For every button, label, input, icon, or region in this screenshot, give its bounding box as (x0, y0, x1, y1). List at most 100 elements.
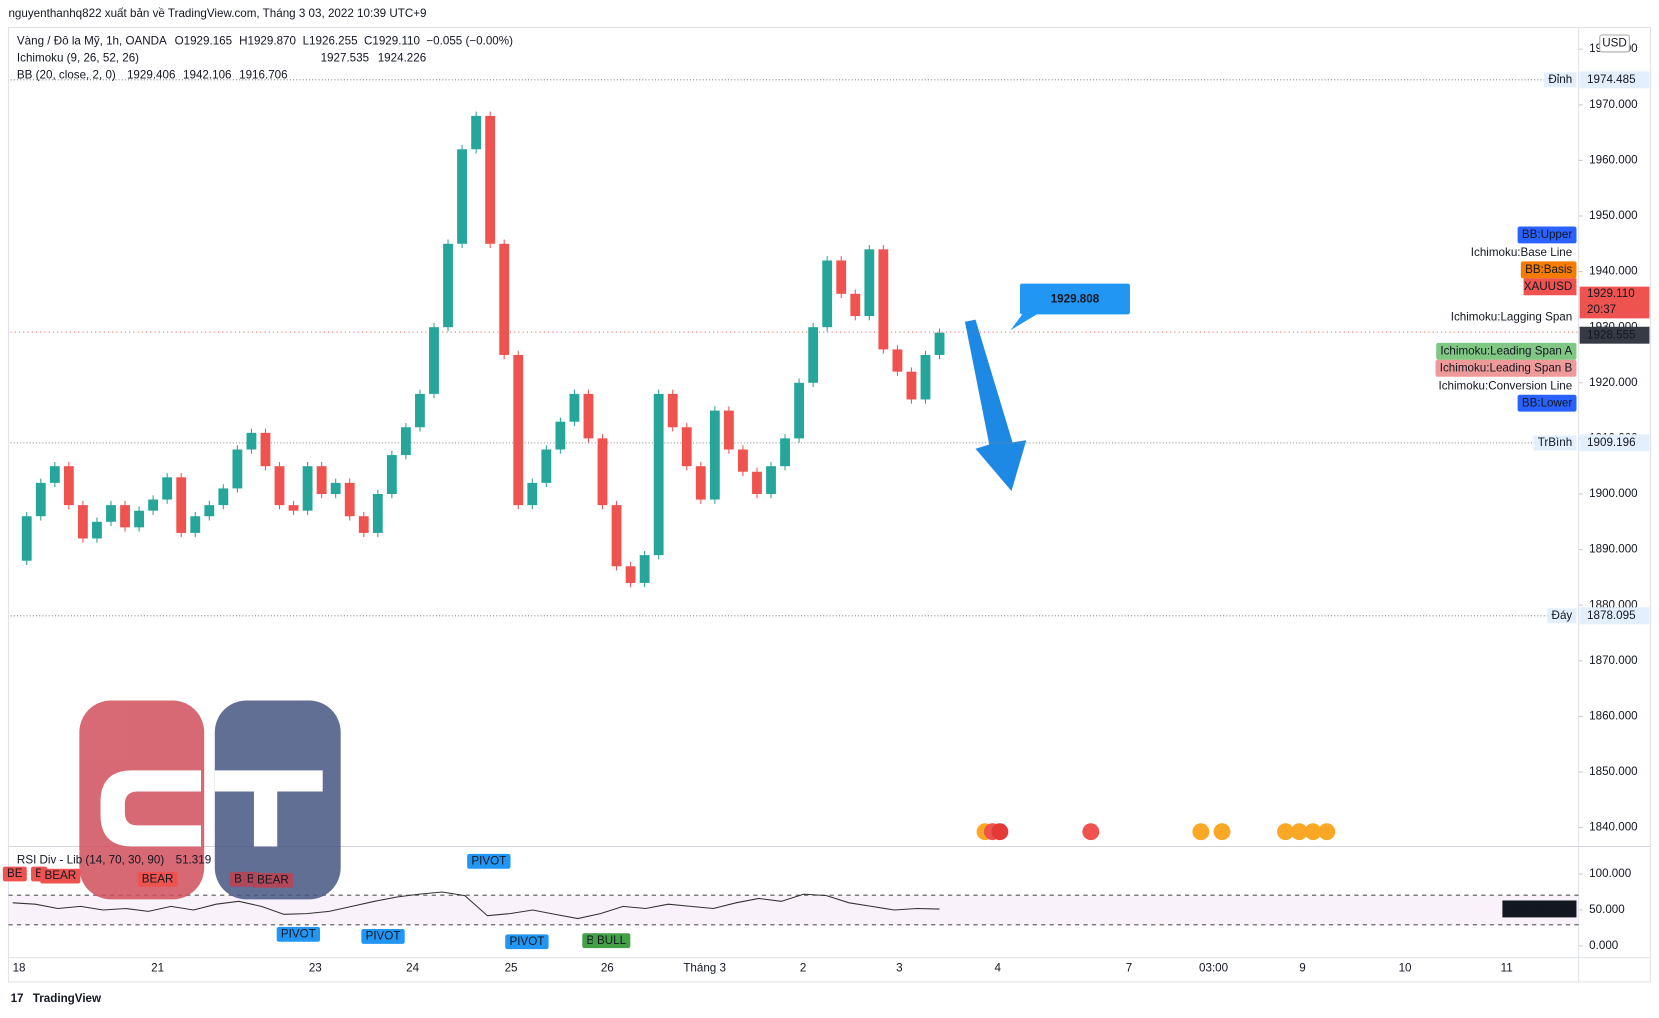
footer-logo: 17 (11, 992, 24, 1005)
candle (836, 260, 847, 294)
x-tick-label: 2 (800, 961, 806, 974)
level-name: Đáy (1552, 609, 1573, 622)
candle (695, 466, 706, 500)
rsi-tick-label: 100.000 (1589, 867, 1632, 880)
candle (723, 410, 734, 450)
countdown: 20:37 (1587, 303, 1616, 316)
x-tick-label: 26 (601, 961, 614, 974)
candle (583, 393, 594, 439)
rsi-signal: PIVOT (281, 927, 316, 940)
candle (569, 393, 580, 422)
callout-price: 1929.808 (1051, 293, 1100, 306)
rsi-name: RSI Div - Lib (14, 70, 30, 90) (17, 853, 164, 866)
series-tag-box (1436, 342, 1577, 360)
level-name-box (1544, 72, 1577, 88)
candle (822, 260, 833, 328)
candle (204, 505, 215, 517)
candle (443, 243, 453, 328)
candle (120, 505, 130, 528)
rsi-signal: PIVOT (509, 935, 544, 948)
y-tick-label: 1890.000 (1589, 543, 1638, 556)
candle (176, 477, 187, 533)
candle (134, 510, 144, 528)
last-price-box (1579, 286, 1650, 319)
candle (400, 427, 411, 456)
series-tag-box (1517, 394, 1577, 412)
level-name-box (1533, 435, 1577, 451)
series-tag: Ichimoku:Base Line (1471, 246, 1572, 259)
level-price: 1909.196 (1587, 436, 1636, 449)
candle (681, 427, 692, 467)
legend-symbol: Vàng / Đô la Mỹ, 1h, OANDA (17, 34, 167, 47)
rsi-signal: BEAR (257, 873, 289, 886)
series-tag-box (1517, 226, 1577, 244)
candle (386, 455, 397, 494)
candle (878, 249, 889, 350)
candle (850, 293, 861, 317)
series-tag: BB:Lower (1522, 396, 1573, 409)
candle (429, 327, 439, 394)
candle (288, 505, 299, 511)
rsi-band (8, 895, 1579, 925)
series-tag: Ichimoku:Lagging Span (1451, 311, 1573, 324)
candle (148, 499, 159, 511)
candle (415, 393, 425, 428)
rsi-signal: B (234, 872, 242, 885)
candle (667, 393, 678, 428)
level-price-box (1579, 434, 1650, 452)
series-tag-box (1435, 359, 1577, 377)
rsi-tag-box (1502, 900, 1577, 918)
x-tick-label: 24 (406, 961, 419, 974)
level-name: TrBình (1538, 436, 1572, 449)
candle (302, 466, 313, 511)
candle (457, 149, 467, 244)
candle (738, 449, 748, 472)
legend-bb-value: 1942.106 (183, 68, 232, 81)
candle (780, 438, 790, 467)
series-tag: BB:Basis (1525, 263, 1572, 276)
footer-brand: TradingView (33, 992, 102, 1005)
rsi-signal-box (361, 929, 405, 944)
x-tick-label: 25 (505, 961, 518, 974)
candle (513, 354, 524, 506)
candle (611, 505, 622, 567)
rsi-signal: BEAR (44, 869, 76, 882)
y-tick-label: 1920.000 (1589, 376, 1638, 389)
series-tag: Ichimoku:Leading Span A (1440, 344, 1572, 357)
legend-ohlc: O1929.165 (175, 34, 233, 47)
series-tag-box (1520, 261, 1577, 279)
y-tick-label: 1850.000 (1589, 765, 1638, 778)
rsi-signal: B (247, 872, 255, 885)
candle (541, 449, 552, 483)
candle (358, 516, 369, 533)
callout-box (1019, 283, 1130, 315)
rsi-signal-box (40, 868, 81, 884)
rsi-signal: BE (7, 867, 23, 880)
candle (274, 466, 285, 506)
series-tag: Ichimoku:Leading Span B (1440, 361, 1573, 374)
y-tick-label: 1970.000 (1589, 98, 1638, 111)
y-tick-label: 1940.000 (1589, 265, 1638, 278)
y-tick-label: 1960.000 (1589, 153, 1638, 166)
candle (316, 466, 327, 494)
rsi-line (12, 891, 940, 920)
x-tick-label: 21 (151, 961, 164, 974)
candle (752, 471, 762, 494)
candle (260, 432, 271, 467)
x-tick-label: Tháng 3 (683, 961, 726, 974)
y-tick-label: 1900.000 (1589, 487, 1638, 500)
watermark-logo (79, 700, 341, 900)
symbol-box (1523, 278, 1577, 296)
rsi-signal: PIVOT (366, 930, 401, 943)
rsi-signal-box (467, 853, 511, 869)
y-tick-label: 1870.000 (1589, 654, 1638, 667)
legend-bb-value: 1916.706 (239, 68, 287, 81)
rsi-signal: BULL (597, 934, 627, 947)
crosshair-price-box (1579, 326, 1650, 344)
candle (906, 371, 917, 400)
candle (77, 505, 88, 539)
candle (372, 493, 383, 533)
rsi-tag: RSI Div - Lib (1507, 902, 1572, 915)
last-price: 1929.110 (1587, 287, 1635, 300)
rsi-tick-label: 0.000 (1589, 939, 1619, 952)
